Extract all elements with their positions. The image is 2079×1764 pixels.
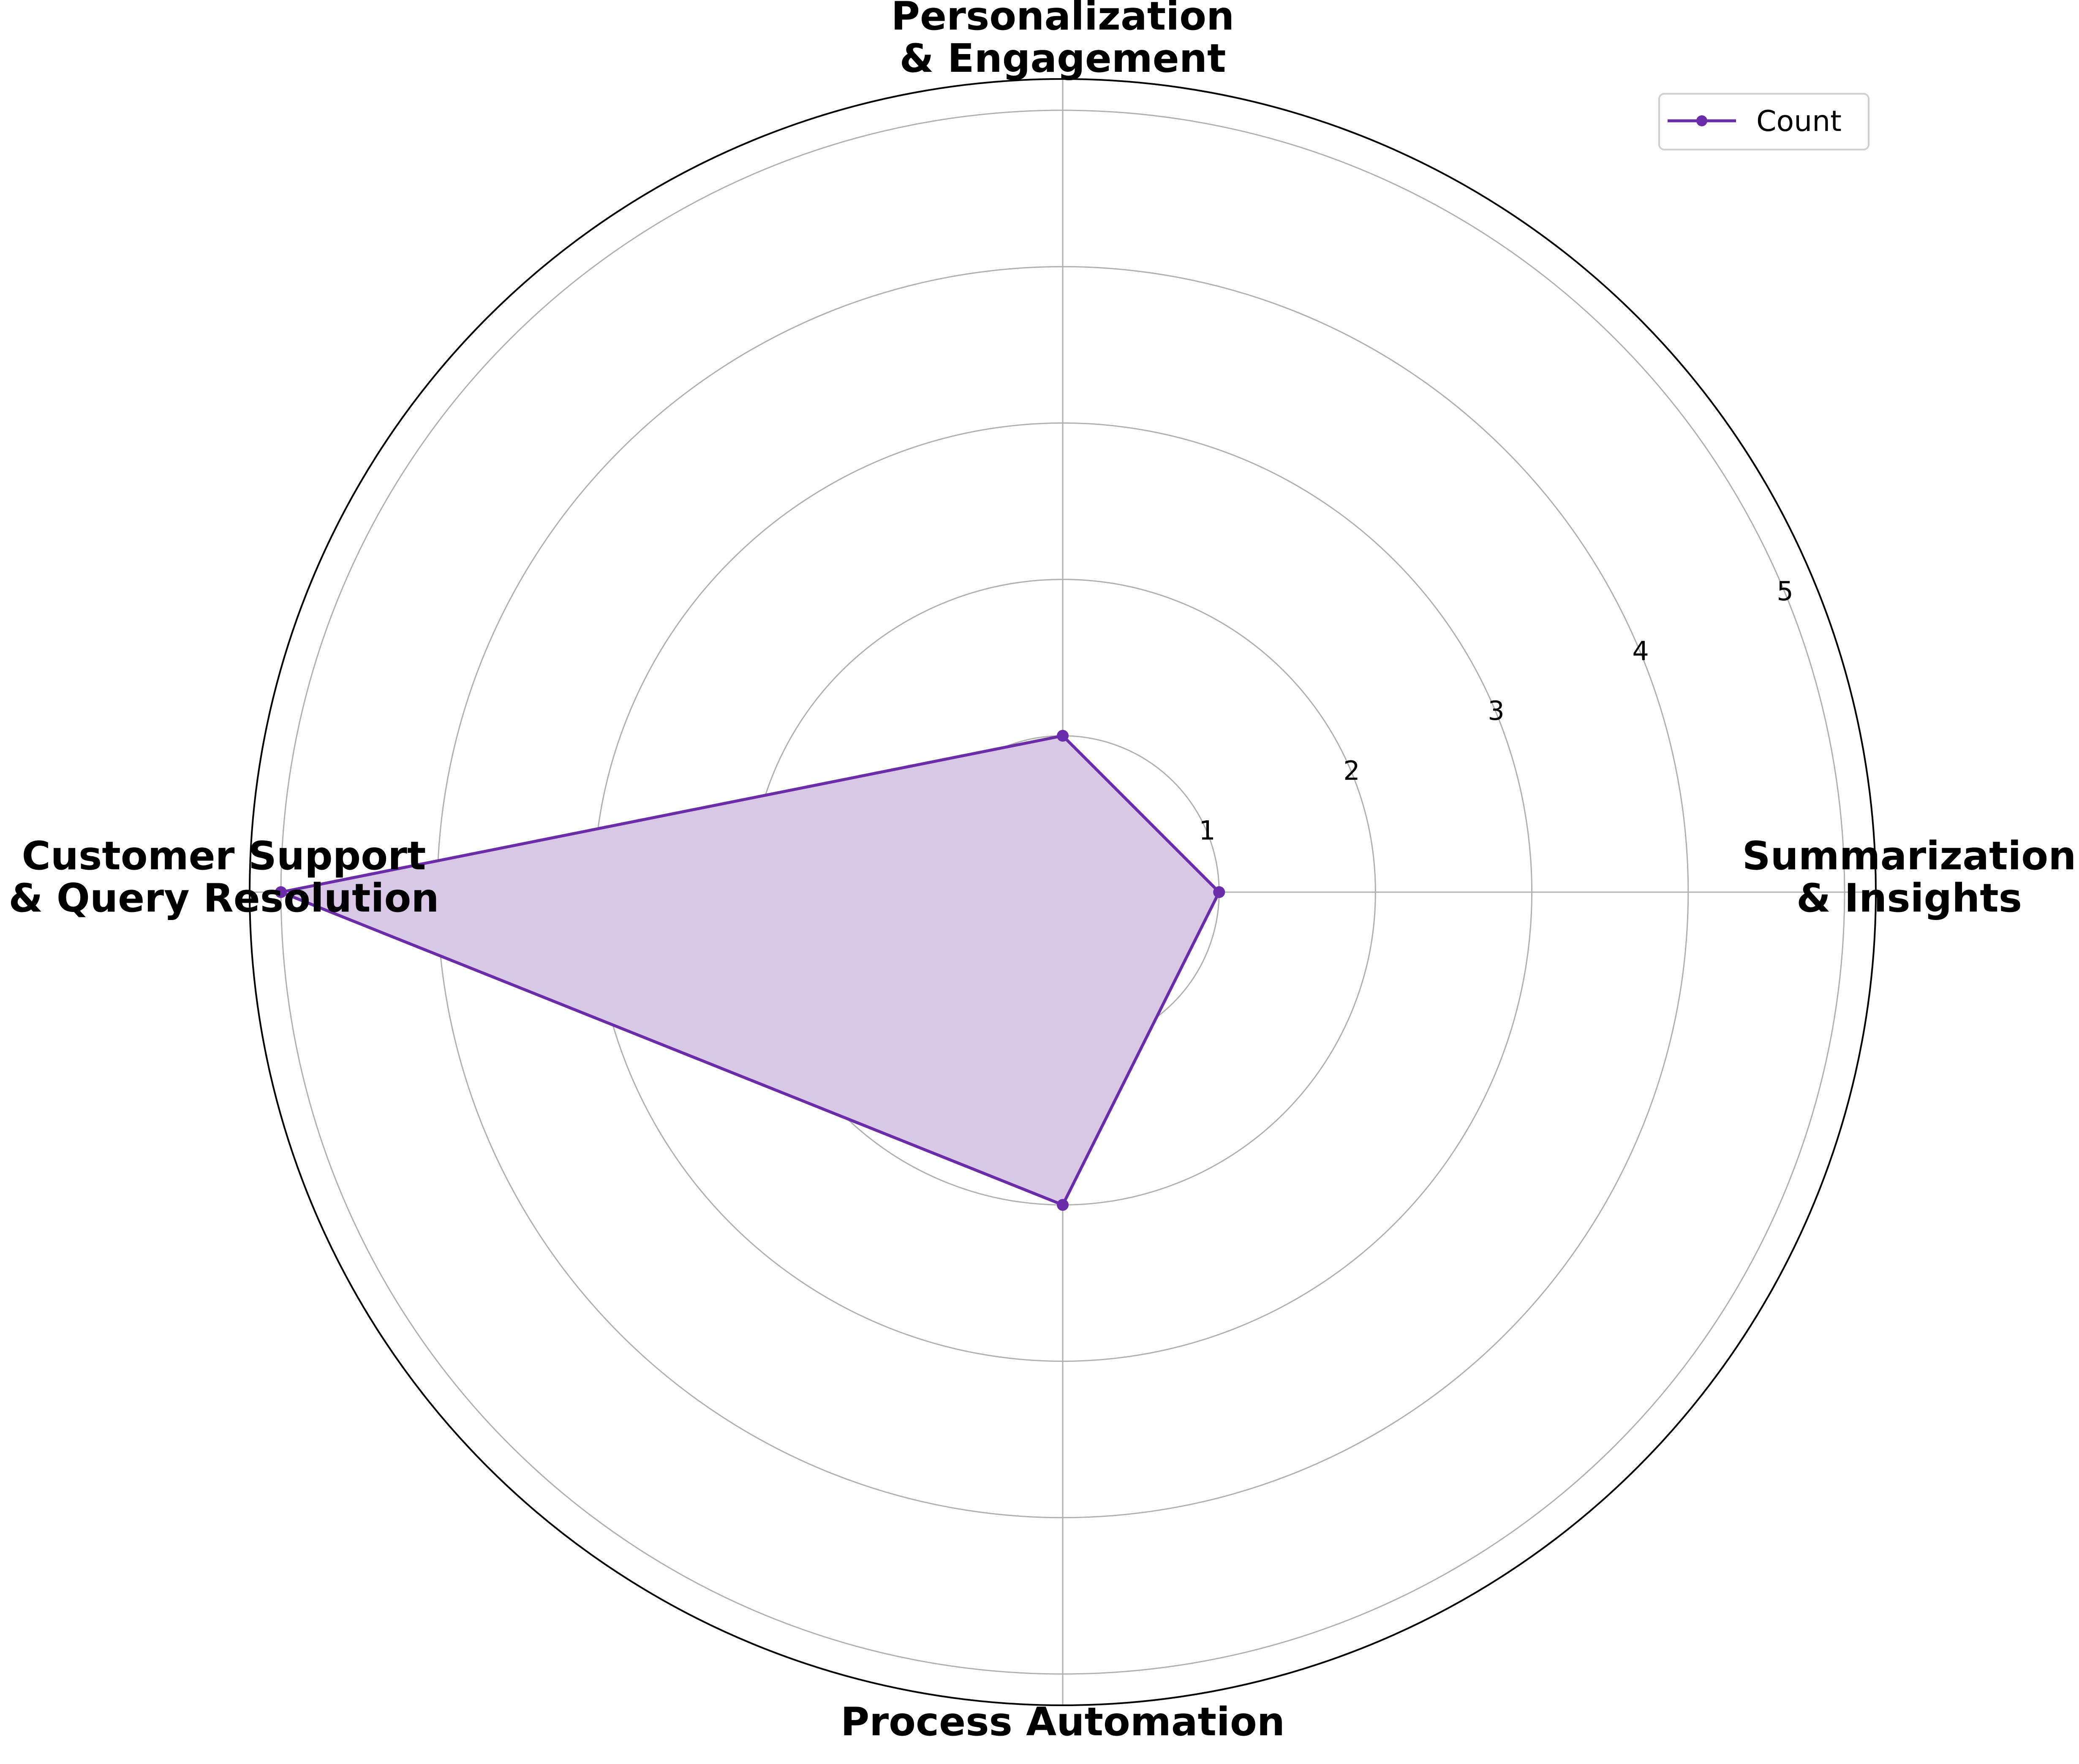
category-label: Process Automation (841, 1699, 1285, 1745)
category-label: Personalization & Engagement (891, 0, 1234, 81)
data-point-3 (1057, 1199, 1069, 1211)
series-layer (275, 730, 1225, 1211)
radial-tick-label: 3 (1488, 695, 1504, 726)
radial-tick-label: 5 (1777, 576, 1793, 607)
polar-frame (249, 78, 1877, 1706)
legend-point-marker (1696, 115, 1707, 126)
data-point-1 (1057, 730, 1069, 742)
radial-tick-label: 1 (1199, 815, 1215, 846)
data-point-2 (275, 886, 287, 898)
radial-tick-label: 4 (1632, 635, 1649, 666)
category-label: Summarization & Insights (1742, 833, 2076, 921)
data-point-0 (1213, 886, 1225, 898)
category-label: Customer Support & Query Resolution (8, 833, 439, 921)
radial-tick-label: 2 (1343, 755, 1360, 786)
label-layer: 1 2 3 4 5 Summarization & Insights Personalizat… (8, 0, 2076, 1745)
legend: Count (1658, 93, 1869, 150)
legend-frame (1658, 93, 1869, 150)
legend-entry-count: Count (1756, 105, 1842, 138)
series-area-0 (281, 735, 1219, 1205)
